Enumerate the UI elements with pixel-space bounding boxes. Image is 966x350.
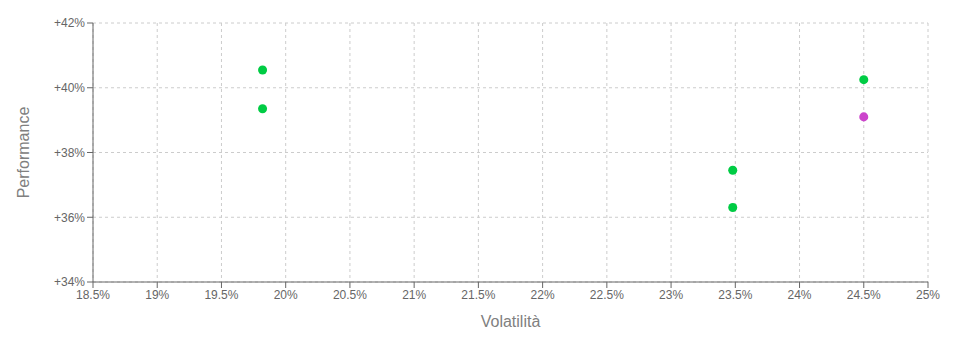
svg-text:+42%: +42% (54, 16, 85, 30)
svg-text:+38%: +38% (54, 146, 85, 160)
svg-text:+40%: +40% (54, 81, 85, 95)
svg-text:20%: 20% (274, 288, 298, 302)
svg-text:22.5%: 22.5% (590, 288, 624, 302)
svg-text:23%: 23% (659, 288, 683, 302)
svg-text:20.5%: 20.5% (333, 288, 367, 302)
svg-text:21%: 21% (402, 288, 426, 302)
svg-text:23.5%: 23.5% (718, 288, 752, 302)
svg-text:+36%: +36% (54, 211, 85, 225)
svg-text:24.5%: 24.5% (847, 288, 881, 302)
svg-text:Performance: Performance (15, 107, 32, 199)
svg-text:22%: 22% (531, 288, 555, 302)
svg-text:19.5%: 19.5% (204, 288, 238, 302)
svg-text:19%: 19% (145, 288, 169, 302)
svg-text:Volatilità: Volatilità (481, 313, 541, 330)
svg-text:21.5%: 21.5% (461, 288, 495, 302)
svg-text:25%: 25% (916, 288, 940, 302)
svg-text:24%: 24% (788, 288, 812, 302)
svg-text:+34%: +34% (54, 275, 85, 289)
svg-text:18.5%: 18.5% (76, 288, 110, 302)
